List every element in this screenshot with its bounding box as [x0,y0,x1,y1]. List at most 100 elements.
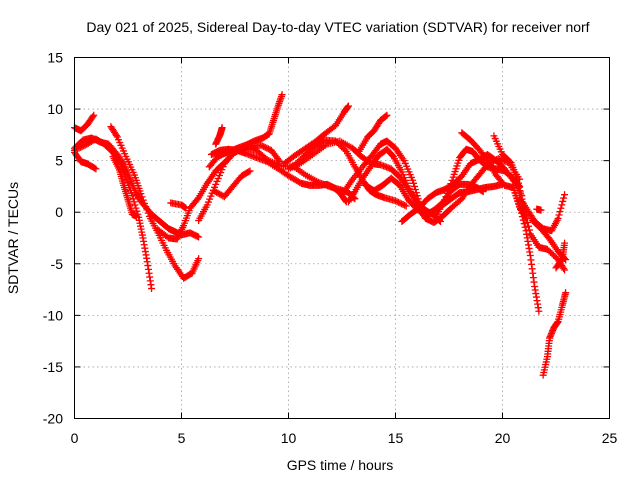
data-point [350,189,358,197]
data-point [441,196,449,204]
data-point [137,190,145,198]
data-point [92,165,100,173]
data-point [218,124,226,132]
data-point [443,189,451,197]
series-track-14 [280,102,352,168]
data-point [401,201,409,209]
plot-frame [74,57,610,419]
data-point [344,102,352,110]
data-point [537,206,545,214]
data-point [260,143,268,151]
data-point [562,289,570,297]
series-track-23 [458,129,530,222]
data-point [559,197,567,205]
data-point [560,265,568,273]
data-point [141,199,149,207]
data-point [139,196,147,204]
data-point [514,179,522,187]
data-point [257,141,265,149]
data-point [521,223,529,231]
y-tick-label: -10 [43,307,63,323]
series-track-19 [355,111,391,155]
data-point [561,266,569,274]
data-point [517,206,525,214]
data-point [412,189,420,197]
data-point [246,167,254,175]
data-point [89,113,97,121]
data-point [535,307,543,315]
data-point [195,255,203,263]
data-point [410,182,418,190]
data-point [399,201,407,209]
data-point [276,158,284,166]
data-point [258,142,266,150]
data-point [479,188,487,196]
data-point [398,200,406,208]
data-point [560,194,568,202]
series-track-30 [552,239,569,272]
data-point [557,204,565,212]
data-point [556,208,564,216]
x-tick-label: 10 [281,430,297,446]
data-point [74,145,82,153]
data-point [446,183,454,191]
data-point [142,203,150,211]
data-point [558,256,566,264]
data-point [523,215,531,223]
data-point [555,211,563,219]
series-track-13 [210,167,254,201]
data-point [482,155,490,163]
data-point [524,222,532,230]
data-point [393,198,401,206]
data-point [382,112,390,120]
data-point [447,180,455,188]
data-point [402,202,410,210]
data-point [561,191,569,199]
data-point [516,187,524,195]
data-point [448,176,456,184]
y-tick-label: -5 [51,256,64,272]
data-point [515,183,523,191]
data-point [143,206,151,214]
series-track-11 [205,91,286,171]
data-point [129,195,137,203]
series-track-29 [533,205,545,214]
data-point [520,220,528,228]
series-track-7 [167,199,190,212]
data-point [409,176,417,184]
data-point [193,195,201,203]
data-point [275,156,283,164]
data-point [517,209,525,217]
data-point [558,201,566,209]
data-point [90,111,98,119]
data-point [392,197,399,205]
series-track-12 [212,124,226,148]
data-point [245,168,253,176]
data-point [444,186,452,194]
data-point [396,199,404,207]
data-point [410,179,418,187]
data-point [519,216,527,224]
x-tick-label: 5 [178,430,186,446]
y-tick-label: -20 [43,411,63,427]
data-point [138,193,146,201]
data-point [263,144,271,152]
data-point [133,212,141,220]
data-point [148,285,156,293]
data-point [80,142,88,150]
data-point [513,175,521,183]
data-point [261,143,269,151]
data-point [91,164,99,172]
series-track-28 [528,216,570,264]
data-point [144,209,152,217]
y-tick-label: 15 [47,50,63,66]
y-axis-label: SDTVAR / TECUs [5,182,21,294]
y-tick-label: 5 [55,153,63,169]
data-point [278,91,286,99]
data-point [518,213,526,221]
data-point [442,193,450,201]
data-point [383,111,391,119]
x-tick-label: 0 [71,430,79,446]
x-tick-label: 25 [602,430,618,446]
